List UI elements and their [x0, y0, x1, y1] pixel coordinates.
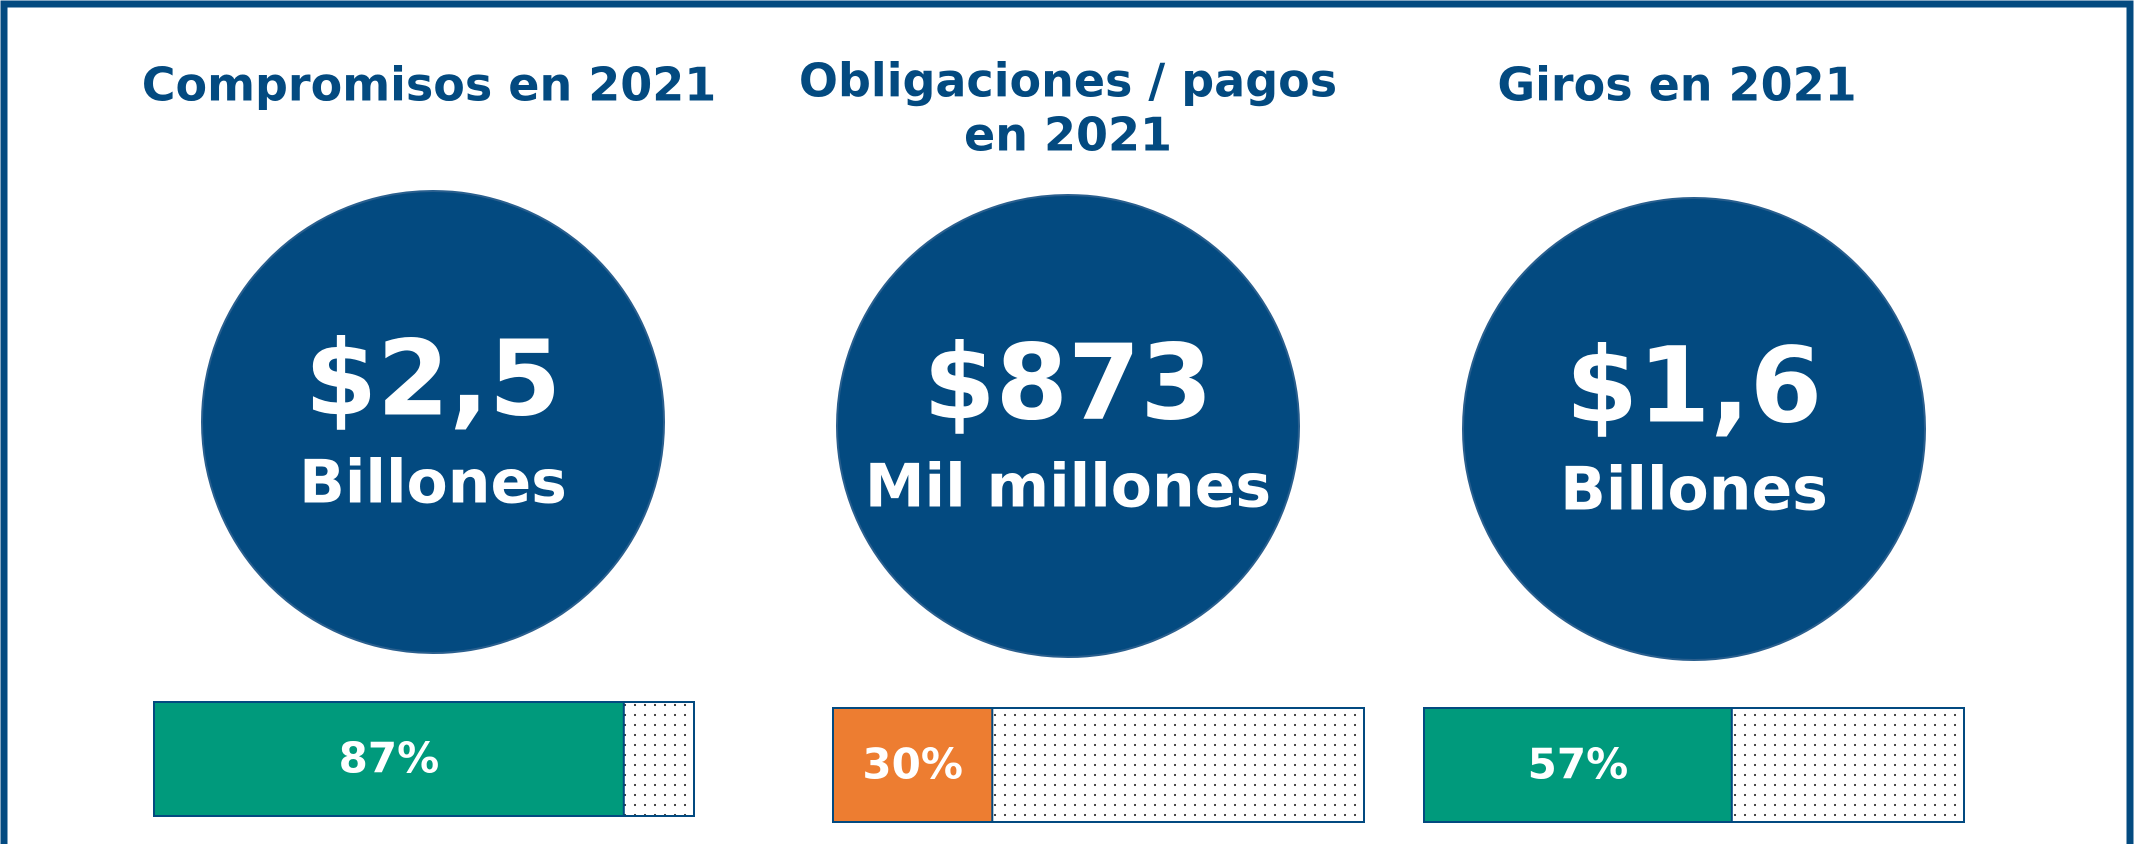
amount-unit: Mil millones: [865, 452, 1271, 522]
amount: $2,5: [305, 317, 562, 439]
amount-circle: [836, 194, 1300, 658]
progress-label: 30%: [862, 740, 963, 789]
progress-fill: [832, 707, 994, 823]
panel-title: Giros en 2021: [1497, 58, 1856, 112]
amount: $873: [923, 321, 1212, 443]
progress-fill: [1423, 707, 1733, 823]
amount-circle: [201, 190, 665, 654]
amount: $1,6: [1566, 324, 1823, 446]
progress-label: 57%: [1528, 740, 1629, 789]
panel-title: Compromisos en 2021: [142, 58, 717, 112]
amount-unit: Billones: [1560, 455, 1828, 525]
progress-label: 87%: [339, 734, 440, 783]
panel-title: Obligaciones / pagos: [799, 54, 1337, 108]
progress-fill: [153, 701, 625, 817]
panel-title: en 2021: [964, 108, 1172, 162]
amount-circle: [1462, 197, 1926, 661]
amount-unit: Billones: [299, 448, 567, 518]
